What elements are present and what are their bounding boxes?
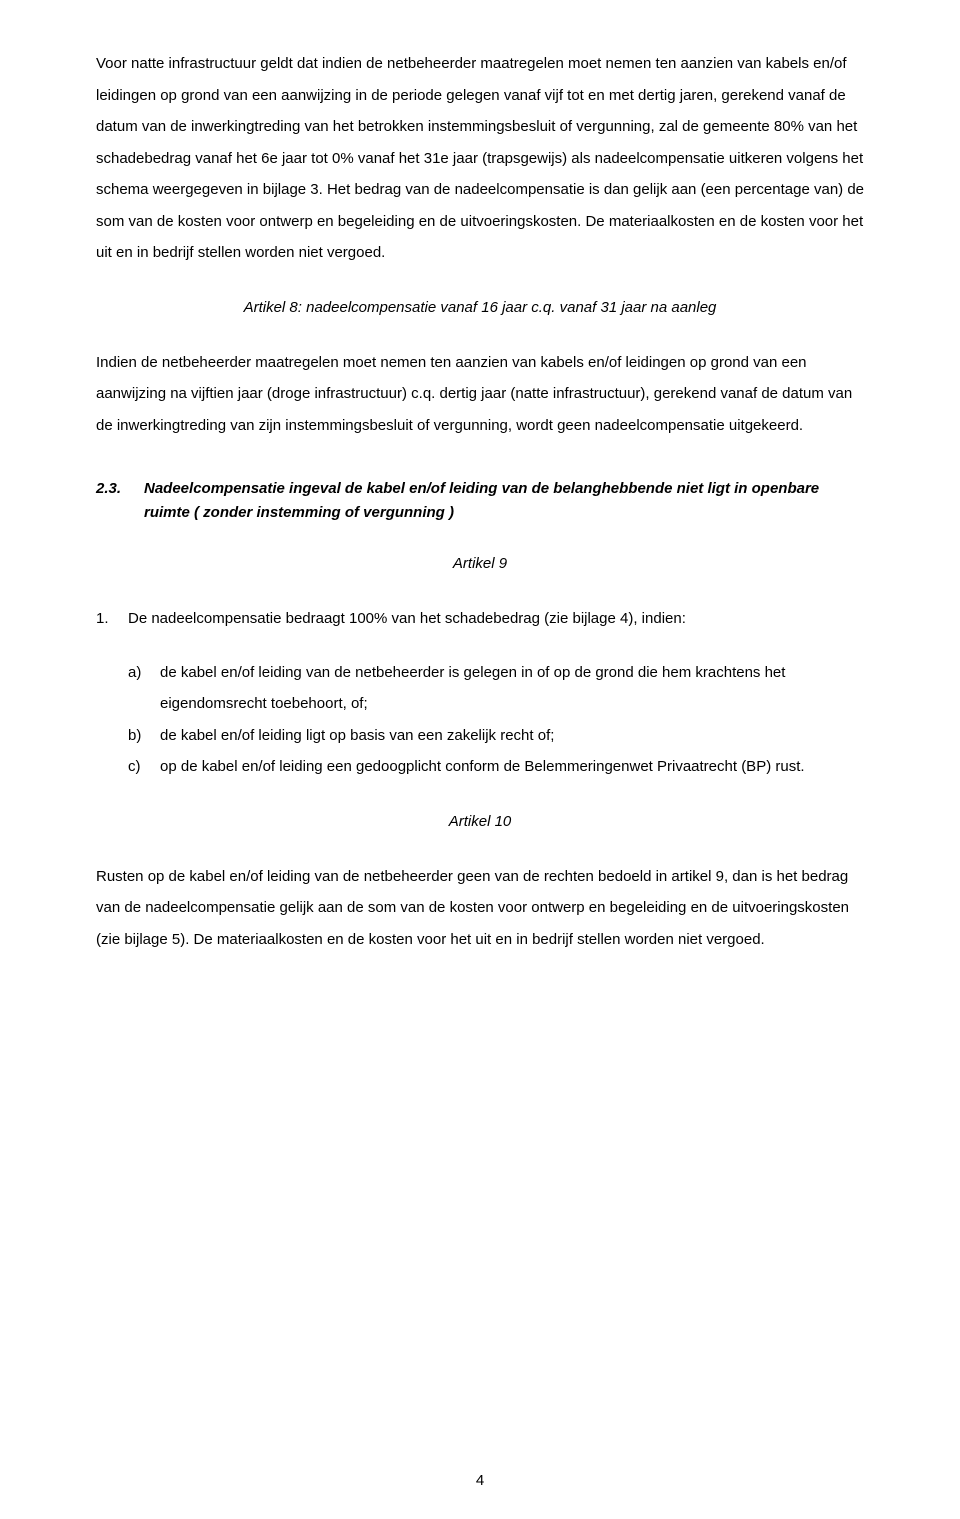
list-item: a) de kabel en/of leiding van de netbehe…	[128, 657, 864, 720]
article-9-heading: Artikel 9	[96, 549, 864, 579]
list-marker: 1.	[96, 603, 128, 635]
page-container: Voor natte infrastructuur geldt dat indi…	[0, 0, 960, 1519]
list-item: b) de kabel en/of leiding ligt op basis …	[128, 720, 864, 752]
section-title: Nadeelcompensatie ingeval de kabel en/of…	[144, 477, 864, 525]
list-text: op de kabel en/of leiding een gedoogplic…	[160, 751, 805, 783]
article-9-list: 1. De nadeelcompensatie bedraagt 100% va…	[96, 603, 864, 635]
list-marker: c)	[128, 751, 160, 783]
list-item: c) op de kabel en/of leiding een gedoogp…	[128, 751, 864, 783]
list-item: 1. De nadeelcompensatie bedraagt 100% va…	[96, 603, 864, 635]
article-10-heading: Artikel 10	[96, 807, 864, 837]
list-marker: a)	[128, 657, 160, 720]
list-text: de kabel en/of leiding ligt op basis van…	[160, 720, 554, 752]
list-text: de kabel en/of leiding van de netbeheerd…	[160, 657, 864, 720]
paragraph-art10: Rusten op de kabel en/of leiding van de …	[96, 861, 864, 956]
paragraph-art8: Indien de netbeheerder maatregelen moet …	[96, 347, 864, 442]
section-number: 2.3.	[96, 477, 144, 525]
paragraph-intro: Voor natte infrastructuur geldt dat indi…	[96, 48, 864, 269]
list-marker: b)	[128, 720, 160, 752]
article-9-sublist: a) de kabel en/of leiding van de netbehe…	[96, 657, 864, 783]
page-number: 4	[0, 1472, 960, 1489]
section-2-3-row: 2.3. Nadeelcompensatie ingeval de kabel …	[96, 477, 864, 525]
list-text: De nadeelcompensatie bedraagt 100% van h…	[128, 603, 686, 635]
article-8-heading: Artikel 8: nadeelcompensatie vanaf 16 ja…	[96, 293, 864, 323]
